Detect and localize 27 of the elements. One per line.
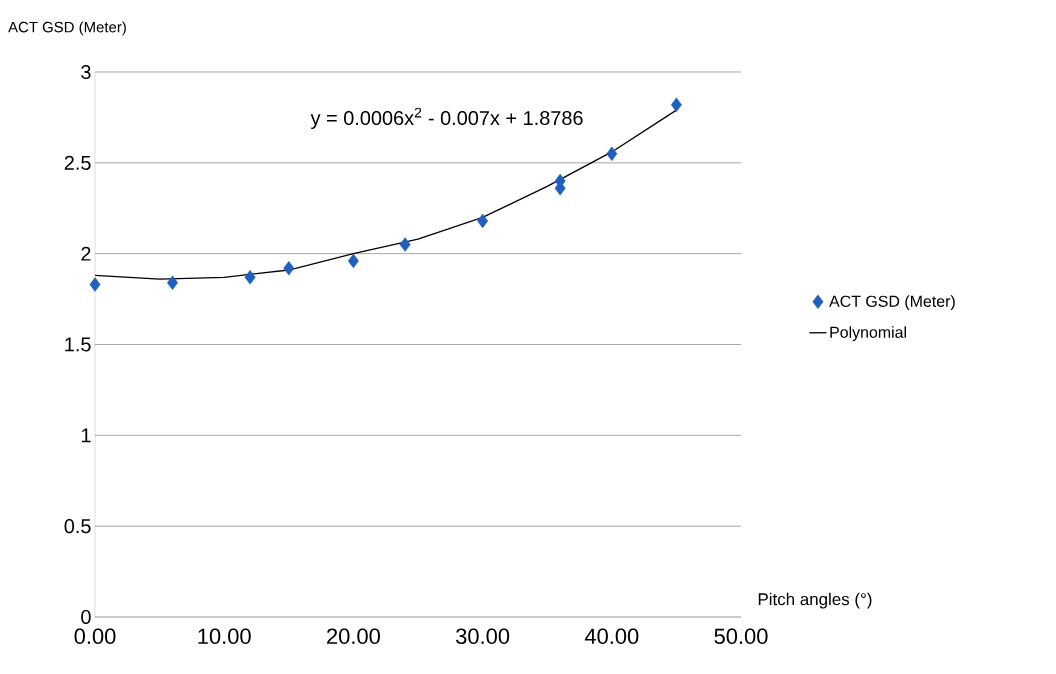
point bbox=[399, 237, 411, 252]
point bbox=[606, 146, 618, 161]
y-tick-label: 2 bbox=[81, 246, 91, 261]
point bbox=[89, 277, 101, 292]
y-tick-label: 3 bbox=[81, 64, 91, 80]
point bbox=[670, 97, 682, 112]
y-tick-label: 1 bbox=[81, 428, 91, 443]
annotation: y = 0.0006x$^{2}$ - 0.007x + 1.8786 bbox=[310, 107, 583, 130]
x-tick-label: 30.00 bbox=[456, 628, 510, 645]
x-tick-label: 0.00 bbox=[74, 628, 116, 645]
y-axis-title: ACT GSD (Meter) bbox=[8, 21, 126, 36]
point bbox=[167, 275, 178, 290]
y-tick-label: 0 bbox=[81, 609, 91, 625]
x-tick-label: 40.00 bbox=[584, 628, 639, 645]
x-tick-label: 10.00 bbox=[198, 628, 251, 645]
point bbox=[477, 213, 489, 229]
y-tick-label: 2.5 bbox=[64, 155, 91, 170]
y-tick-label: 1.5 bbox=[65, 337, 91, 352]
x-tick-label: 20.00 bbox=[327, 628, 380, 645]
y-tick-label: 0.5 bbox=[64, 519, 91, 534]
point bbox=[347, 253, 359, 269]
point bbox=[283, 261, 295, 276]
x-axis-title: Pitch angles (°) bbox=[758, 592, 872, 609]
x-tick-label: 50.00 bbox=[714, 628, 768, 645]
legend-label: Polynomial bbox=[830, 326, 906, 342]
point bbox=[244, 270, 256, 285]
legend-label: ACT GSD (Meter) bbox=[829, 295, 955, 311]
